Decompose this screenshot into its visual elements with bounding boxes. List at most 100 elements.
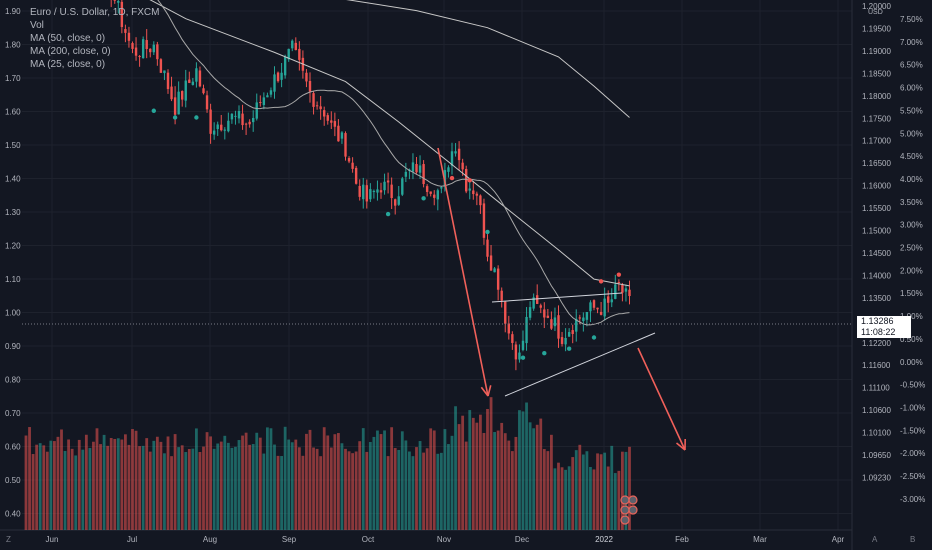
- volume-bar: [550, 434, 553, 530]
- volume-bar: [170, 456, 173, 530]
- candle-body: [202, 88, 205, 94]
- candle-body: [486, 239, 489, 257]
- volume-bar: [24, 435, 28, 530]
- percent-axis-tick: 6.00%: [900, 84, 923, 93]
- volume-bar: [294, 439, 298, 530]
- candle-body: [333, 121, 337, 127]
- volume-bar: [503, 433, 507, 530]
- triangle-lower-line: [504, 332, 656, 397]
- volume-bar: [28, 427, 31, 530]
- corner-right-b[interactable]: B: [910, 535, 916, 544]
- candle-body: [383, 181, 386, 191]
- candle-body: [330, 120, 333, 123]
- volume-bar: [74, 455, 78, 530]
- percent-axis-tick: 4.50%: [900, 152, 923, 161]
- candle-body: [156, 44, 159, 60]
- volume-bar: [564, 469, 567, 530]
- volume-bar: [557, 462, 560, 530]
- volume-bar: [120, 439, 124, 530]
- volume-bar: [138, 446, 141, 530]
- candle-body: [418, 165, 422, 173]
- volume-bar: [53, 441, 56, 530]
- candle-body: [159, 59, 163, 73]
- candle-body: [195, 68, 198, 82]
- corner-right-a[interactable]: A: [872, 535, 878, 544]
- candle-body: [543, 309, 546, 318]
- volume-bar: [528, 422, 532, 530]
- candle-body: [134, 47, 138, 56]
- down-arrow-2: [637, 347, 686, 451]
- candle-body: [401, 178, 404, 195]
- volume-bar: [418, 441, 422, 530]
- volume-bar: [42, 445, 46, 530]
- volume-bar: [205, 432, 209, 530]
- volume-bar: [383, 430, 386, 530]
- volume-bar: [439, 452, 443, 530]
- volume-bar: [191, 448, 195, 530]
- left-axis-tick: 1.70: [5, 74, 21, 83]
- volume-bar: [457, 424, 461, 530]
- volume-bar: [404, 440, 408, 530]
- candle-body: [500, 290, 503, 301]
- candle-body: [411, 162, 415, 172]
- volume-bar: [603, 452, 607, 530]
- time-axis-tick: Oct: [362, 535, 375, 544]
- candles: [110, 0, 631, 371]
- percent-axis-tick: 1.50%: [900, 289, 923, 298]
- candle-body: [191, 81, 195, 85]
- volume-bar: [429, 428, 433, 530]
- volume-bar: [329, 447, 333, 530]
- volume-bar: [372, 436, 376, 530]
- volume-bar: [312, 447, 315, 530]
- volume-bar: [354, 451, 358, 530]
- volume-bar: [368, 442, 372, 530]
- candle-body: [394, 199, 397, 206]
- candle-body: [425, 186, 429, 192]
- signal-dot-up: [520, 355, 526, 360]
- volume-bar: [106, 445, 110, 530]
- candle-body: [170, 86, 173, 100]
- volume-bar: [230, 447, 234, 530]
- volume-bar: [81, 449, 85, 530]
- volume-bar: [180, 445, 184, 530]
- event-marker: [620, 505, 630, 515]
- candle-body: [149, 48, 152, 53]
- signal-dot-up: [385, 211, 391, 217]
- percent-axis-tick: -2.00%: [900, 449, 925, 458]
- left-axis-tick: 1.00: [5, 309, 21, 318]
- candle-body: [113, 0, 116, 1]
- volume-bar: [152, 440, 156, 530]
- signal-dot-up: [485, 229, 490, 235]
- percent-axis-tick: -1.50%: [900, 426, 925, 435]
- candle-body: [422, 164, 425, 185]
- candle-body: [347, 158, 351, 162]
- candle-body: [308, 80, 312, 92]
- candle-body: [528, 307, 532, 318]
- candle-body: [188, 79, 191, 83]
- chart-legend: Euro / U.S. Dollar, 1D, FXCM Vol MA (50,…: [30, 6, 159, 71]
- candle-body: [283, 56, 287, 76]
- candle-body: [351, 162, 354, 169]
- volume-bar: [198, 452, 202, 530]
- volume-bar: [70, 448, 74, 530]
- corner-left-label[interactable]: Z: [6, 535, 11, 544]
- down-arrow-1: [437, 147, 489, 397]
- volume-bar: [436, 453, 440, 530]
- candle-body: [166, 72, 170, 90]
- volume-bar: [49, 440, 53, 530]
- event-marker: [620, 515, 630, 525]
- volume-bar: [610, 445, 614, 530]
- candle-body: [557, 315, 560, 339]
- volume-bar: [510, 451, 514, 530]
- volume-bar: [613, 473, 617, 530]
- price-axis-tick: 1.17000: [862, 137, 891, 146]
- event-marker: [628, 505, 638, 515]
- volume-bar: [195, 428, 198, 530]
- price-axis-tick: 1.10600: [862, 406, 891, 415]
- left-axis-tick: 1.30: [5, 208, 21, 217]
- candle-body: [397, 196, 400, 205]
- volume-bar: [131, 429, 134, 530]
- candle-body: [596, 307, 599, 310]
- candle-body: [496, 268, 500, 290]
- legend-ma50: MA (50, close, 0): [30, 33, 106, 44]
